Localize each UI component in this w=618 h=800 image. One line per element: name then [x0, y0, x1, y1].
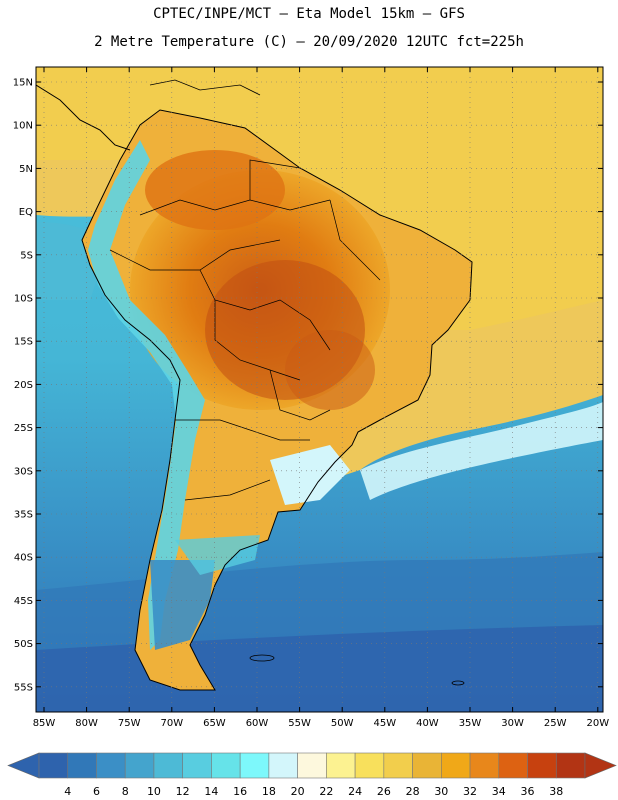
colorbar-label: 36	[521, 785, 535, 798]
colorbar-swatch	[527, 752, 557, 779]
colorbar-swatch	[38, 752, 69, 779]
colorbar-label: 18	[262, 785, 276, 798]
colorbar-label: 32	[463, 785, 477, 798]
lon-label: 75W	[118, 718, 141, 729]
lat-label: EQ	[19, 207, 33, 218]
lon-label: 35W	[459, 718, 482, 729]
longitude-axis: 85W 80W 75W 70W 65W 60W 55W 50W 45W 40W 35W 30W 25W 2…	[33, 67, 609, 729]
colorbar-swatch	[383, 752, 413, 779]
colorbar-swatch	[67, 752, 97, 779]
lat-label: 10S	[14, 294, 33, 305]
colorbar-swatch	[354, 752, 385, 779]
colorbar-label: 24	[348, 785, 362, 798]
colorbar-label: 34	[492, 785, 506, 798]
title-line-1: CPTEC/INPE/MCT – Eta Model 15km – GFS	[153, 6, 465, 22]
lon-label: 80W	[75, 718, 98, 729]
lat-label: 25S	[14, 423, 33, 434]
latitude-axis: 15N 10N 5N EQ 5S 10S 15S 20S 25S 30S 35S 40S 45S 50S 5…	[13, 78, 603, 693]
lon-label: 85W	[33, 718, 56, 729]
lat-label: 40S	[14, 553, 33, 564]
colorbar-label: 38	[549, 785, 563, 798]
lat-label: 30S	[14, 466, 33, 477]
colorbar-swatch	[555, 752, 586, 779]
lon-label: 20W	[586, 718, 609, 729]
lat-label: 45S	[14, 596, 33, 607]
lat-label: 55S	[14, 682, 33, 693]
lat-label: 35S	[14, 510, 33, 521]
colorbar-label: 12	[176, 785, 190, 798]
lat-label: 15S	[14, 337, 33, 348]
lat-label: 50S	[14, 639, 33, 650]
map-area	[36, 67, 603, 712]
lon-label: 55W	[288, 718, 311, 729]
colorbar-swatch	[268, 752, 298, 779]
colorbar-swatch	[153, 752, 183, 779]
lon-label: 60W	[246, 718, 269, 729]
colorbar-swatch	[297, 752, 327, 779]
lon-label: 70W	[160, 718, 183, 729]
color-scale-bar: 4 6 8 10 12 14 16 18 20 22 24 26 28 30 32 34 36 38	[7, 752, 617, 798]
colorbar-label: 28	[406, 785, 420, 798]
colorbar-swatch	[326, 752, 356, 779]
colorbar-label: 14	[204, 785, 218, 798]
colorbar-left-arrow	[7, 752, 40, 779]
colorbar-label: 10	[147, 785, 161, 798]
lat-label: 5N	[19, 164, 33, 175]
lat-label: 15N	[13, 78, 33, 89]
colorbar-right-arrow	[584, 752, 617, 779]
colorbar-swatch	[441, 752, 471, 779]
colorbar-swatch	[469, 752, 500, 779]
colorbar-swatch	[412, 752, 442, 779]
colorbar-swatch	[239, 752, 270, 779]
colorbar-label: 6	[93, 785, 100, 798]
lat-label: 5S	[20, 250, 33, 261]
lat-label: 20S	[14, 380, 33, 391]
lon-label: 40W	[416, 718, 439, 729]
colorbar-label: 30	[434, 785, 448, 798]
country-borders	[109, 159, 381, 501]
colorbar-swatch	[124, 752, 155, 779]
map-frame	[35, 66, 604, 713]
colorbar-swatch	[498, 752, 528, 779]
colorbar-label: 4	[64, 785, 71, 798]
colorbar-label: 16	[233, 785, 247, 798]
lon-label: 30W	[501, 718, 524, 729]
lat-label: 10N	[13, 121, 33, 132]
lon-label: 45W	[373, 718, 396, 729]
colorbar-swatch	[211, 752, 241, 779]
colorbar-label: 26	[377, 785, 391, 798]
lon-label: 65W	[203, 718, 226, 729]
colorbar-swatch	[96, 752, 126, 779]
colorbar-label: 8	[122, 785, 129, 798]
title-line-2: 2 Metre Temperature (C) – 20/09/2020 12U…	[94, 34, 524, 50]
colorbar-label: 22	[319, 785, 333, 798]
colorbar-swatch	[182, 752, 212, 779]
lon-label: 25W	[544, 718, 567, 729]
lon-label: 50W	[331, 718, 354, 729]
colorbar-label: 20	[291, 785, 305, 798]
